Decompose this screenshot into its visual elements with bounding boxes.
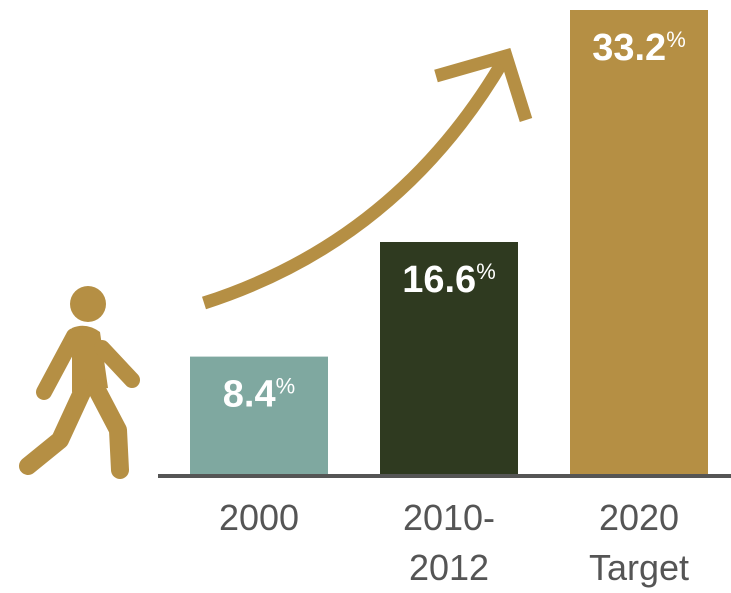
bar-2 bbox=[570, 10, 708, 474]
category-label-0: 2000 bbox=[219, 497, 299, 538]
growth-arrow-icon bbox=[202, 48, 533, 310]
walking-person-icon bbox=[19, 286, 140, 479]
bar-0 bbox=[190, 356, 328, 474]
bars-layer bbox=[190, 10, 708, 474]
bar-1 bbox=[380, 242, 518, 474]
category-label-1: 2010-2012 bbox=[403, 497, 495, 588]
bar-value-label-2: 33.2% bbox=[592, 27, 686, 69]
bar-value-label-1: 16.6% bbox=[402, 259, 496, 301]
labels-layer: 8.4% 2000 16.6% 2010-2012 33.2% 2020 Target bbox=[219, 27, 689, 588]
category-label-2: 2020 Target bbox=[589, 497, 689, 588]
bar-value-label-0: 8.4% bbox=[223, 374, 295, 416]
